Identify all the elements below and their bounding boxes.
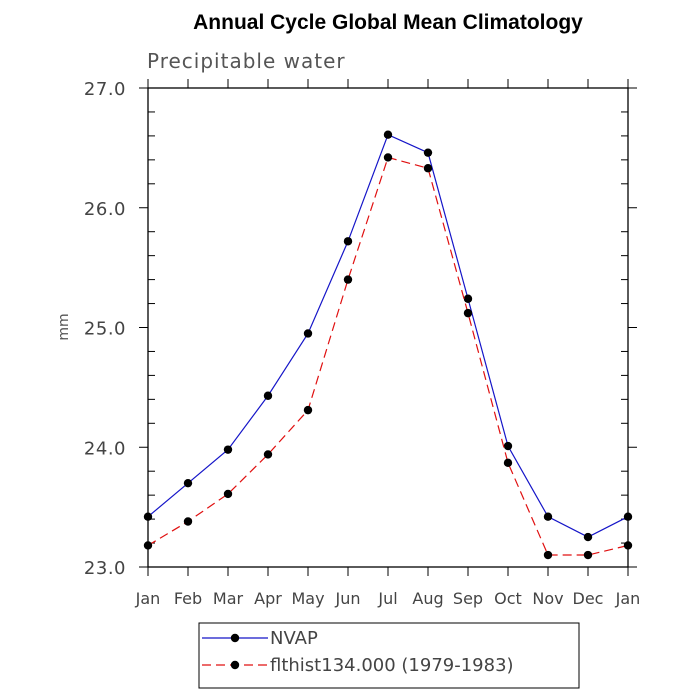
y-tick-label: 23.0 (84, 558, 126, 579)
chart-title: Annual Cycle Global Mean Climatology (193, 11, 583, 34)
x-tick-label: Oct (494, 589, 522, 608)
data-point (303, 405, 313, 415)
x-tick-label: Mar (213, 589, 244, 608)
data-point (383, 130, 393, 139)
chart-subtitle: Precipitable water (147, 49, 346, 73)
data-point (503, 458, 513, 468)
data-point (143, 512, 153, 521)
data-point (223, 489, 233, 499)
data-point (343, 275, 353, 284)
data-point (303, 329, 313, 338)
data-point (623, 512, 633, 521)
data-point (543, 550, 553, 560)
data-point (543, 512, 553, 521)
series-2 (143, 153, 633, 560)
y-tick-label: 24.0 (84, 438, 126, 459)
y-tick-label: 27.0 (84, 79, 126, 100)
data-point (423, 148, 433, 157)
x-tick-label: Jul (377, 589, 397, 608)
x-tick-label: Jan (615, 589, 641, 608)
data-point (263, 450, 273, 459)
series-layer (143, 130, 633, 560)
data-point (143, 541, 153, 550)
data-point (183, 478, 193, 488)
legend-box (198, 622, 580, 689)
data-point (423, 164, 433, 173)
legend-swatch-marker (230, 633, 240, 643)
data-point (383, 153, 393, 162)
data-point (183, 517, 193, 526)
data-point (623, 541, 633, 550)
x-tick-label: Sep (453, 589, 483, 608)
x-tick-label: Jun (335, 589, 361, 608)
data-point (223, 445, 233, 454)
x-tick-label: Jan (135, 589, 161, 608)
y-axis-label: mm (56, 313, 72, 340)
series-line (147, 156, 629, 556)
legend-swatch-marker (230, 660, 240, 670)
data-point (263, 391, 273, 400)
series-1 (143, 130, 633, 542)
y-tick-label: 25.0 (84, 319, 126, 340)
data-point (503, 441, 513, 451)
x-tick-label: May (291, 589, 324, 608)
x-tick-label: Dec (573, 589, 604, 608)
data-point (343, 237, 353, 246)
y-tick-label: 26.0 (84, 199, 126, 220)
axes: Jan Feb Mar Apr May Jun Jul Aug Sep Oct Nov Dec Jan 2… (84, 79, 640, 608)
x-tick-label: Aug (412, 589, 443, 608)
series-line (147, 133, 629, 538)
data-point (463, 308, 473, 318)
x-tick-label: Nov (532, 589, 563, 608)
data-point (463, 294, 473, 303)
legend-label: NVAP (270, 628, 318, 649)
legend: NVAP flthist134.000 (1979-1983) (198, 622, 580, 689)
legend-label: flthist134.000 (1979-1983) (270, 655, 514, 676)
x-tick-label: Feb (174, 589, 202, 608)
data-point (583, 532, 593, 542)
data-point (583, 550, 593, 560)
x-tick-label: Apr (254, 589, 282, 608)
